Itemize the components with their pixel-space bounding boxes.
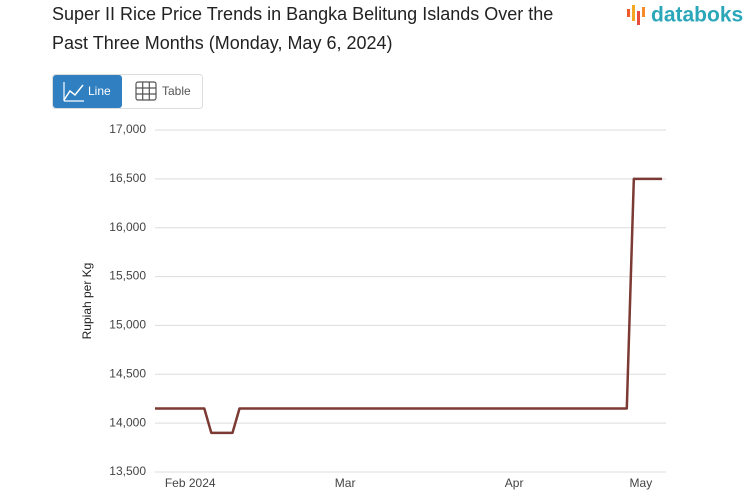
line-icon [63,84,84,101]
y-tick-label: 15,500 [109,269,146,283]
table-icon [135,81,157,101]
y-tick-label: 16,500 [109,171,146,185]
logo-bar [642,7,645,17]
y-axis-title: Rupiah per Kg [80,263,94,340]
y-tick-label: 14,500 [109,366,146,380]
x-tick-label: Mar [335,476,356,490]
line-button-label[interactable]: Line [88,84,111,98]
logo: databoks [627,4,743,27]
line-button[interactable] [53,75,122,108]
x-tick-label: Apr [505,476,524,490]
y-tick-label: 17,000 [109,122,146,136]
table-button-label[interactable]: Table [162,84,191,98]
x-tick-label: Feb 2024 [165,476,216,490]
y-tick-label: 14,000 [109,415,146,429]
view-toggle: Line Table [52,74,203,109]
chart-title: Super II Rice Price Trends in Bangka Bel… [52,4,554,53]
logo-bar [632,5,635,21]
y-tick-label: 16,000 [109,220,146,234]
y-tick-label: 13,500 [109,464,146,478]
y-tick-label: 15,000 [109,318,146,332]
price-line [155,177,662,435]
x-tick-label: May [630,476,653,490]
logo-bar [627,9,630,17]
logo-text: databoks [651,4,743,27]
logo-bar [637,11,640,25]
